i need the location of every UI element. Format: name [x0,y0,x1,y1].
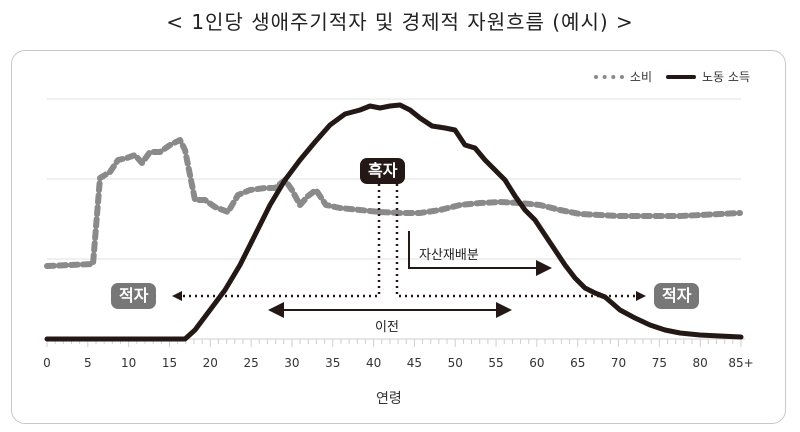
x-tick-label: 10 [121,356,137,370]
consumption-line [44,137,743,269]
x-tick-label: 55 [488,356,504,370]
dashed-line-swatch-icon [593,74,624,79]
chart-title: < 1인당 생애주기적자 및 경제적 자원흐름 (예시) > [166,10,634,34]
x-tick-label: 15 [161,356,178,370]
deficit-left-arrowhead [172,291,182,301]
x-tick-label: 5 [83,356,92,370]
solid-line-swatch-icon [666,74,697,79]
x-tick-label: 20 [202,356,218,370]
x-tick-label: 75 [651,356,667,370]
x-tick-label: 40 [365,356,382,370]
x-tick-label: 0 [43,356,51,370]
legend-item-labor-income: 노동 소득 [666,68,750,85]
chart-frame [11,50,786,424]
surplus-dotted-lines [178,184,640,298]
x-axis-label: 연령 [376,391,402,407]
x-tick-label: 70 [610,356,627,370]
x-tick-label: 45 [406,356,423,370]
legend: 소비 노동 소득 [593,68,750,85]
deficit-left-badge: 적자 [111,283,157,309]
labor-income-line [44,102,744,342]
deficit-right-arrowhead [636,291,646,301]
legend-label-consumption: 소비 [629,70,653,84]
transfer-label: 이전 [375,320,399,335]
asset-reallocation-arrow [408,231,552,276]
x-tick-label: 60 [529,356,545,370]
x-tick-label: 35 [325,356,341,370]
legend-label-labor-income: 노동 소득 [702,70,750,84]
x-tick-label: 30 [284,356,300,370]
x-tick-label: 50 [447,356,463,370]
x-tick-label: 65 [570,356,586,370]
surplus-badge: 흑자 [360,158,406,184]
x-tick-label: 80 [692,356,708,370]
asset-reallocation-label: 자산재배분 [419,248,479,263]
legend-item-consumption: 소비 [593,68,653,85]
x-tick-label: 85+ [728,356,754,370]
x-tick-label: 25 [243,356,259,370]
deficit-right-badge: 적자 [654,283,700,309]
